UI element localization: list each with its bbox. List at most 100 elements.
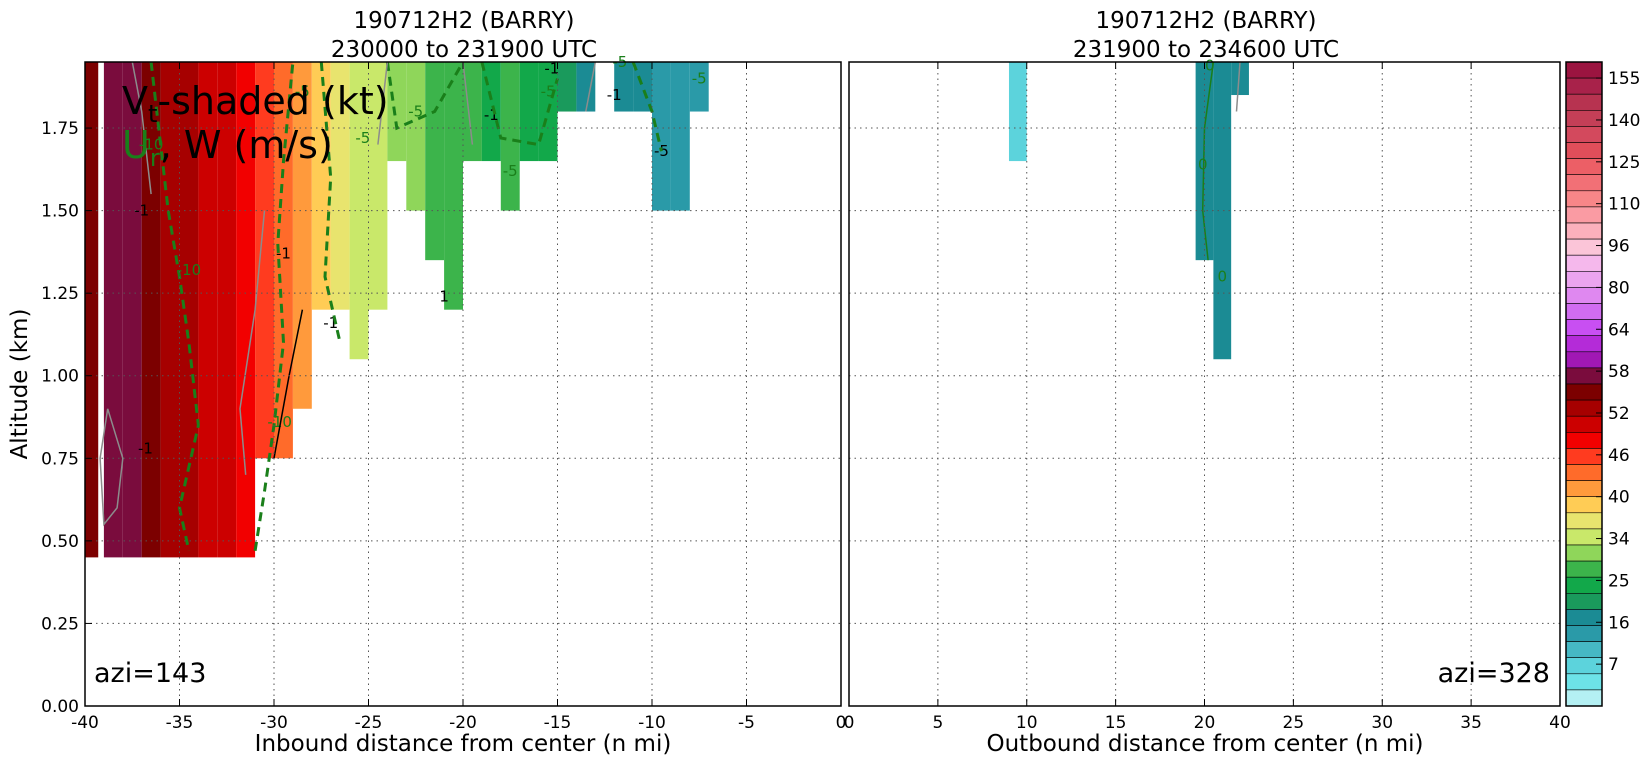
colorbar-tick-label-10: 40 [1608,488,1630,508]
left-shaded-column-3 [141,62,161,558]
colorbar-bin-35 [1565,625,1603,642]
right-xtick-label-2: 10 [1016,713,1038,733]
colorbar-bin-0 [1565,61,1603,79]
left-shaded-column-21 [481,62,501,162]
colorbar-bin-19 [1565,367,1603,385]
right-shading [1008,62,1249,360]
left-xtick-label-3: -25 [355,713,383,733]
left-xtick-label-2: -30 [260,713,288,733]
colorbar-bin-23 [1565,431,1603,449]
colorbar-bin-16 [1565,319,1603,337]
colorbar-bin-20 [1565,383,1603,401]
left-shaded-column-7 [217,62,237,558]
colorbar-bin-9 [1565,206,1603,224]
colorbar-bin-4 [1565,126,1603,143]
colorbar-tick-label-8: 52 [1608,404,1630,424]
left-shaded-column-23 [519,62,539,162]
left-shaded-column-22 [500,62,520,211]
colorbar-bin-3 [1565,110,1603,127]
colorbar-bin-1 [1565,77,1603,95]
colorbar-bin-8 [1565,190,1603,208]
right-xtick-label-6: 30 [1371,713,1393,733]
right-shaded-column-0 [1008,62,1027,162]
colorbar-tick-label-6: 64 [1608,320,1630,340]
right-title-line1: 190712H2 (BARRY) [1095,8,1316,34]
colorbar-tick-label-1: 140 [1608,111,1640,131]
left-w-contour-3 [377,61,389,145]
legend-v-rest: -shaded (kt) [157,79,388,123]
left-shaded-column-0 [85,62,99,558]
colorbar-bin-10 [1565,222,1603,240]
left-shaded-column-2 [122,62,142,558]
left-contour-label-2: -10 [177,261,202,279]
colorbar-bin-12 [1565,254,1603,272]
left-shaded-column-8 [236,62,256,558]
left-shaded-column-9 [255,62,274,459]
left-contour-label-1: -1 [134,202,149,220]
colorbar-bin-6 [1565,158,1603,176]
colorbar-bin-7 [1565,174,1603,192]
left-y-ticks: 0.00 0.25 0.50 0.75 1.00 1.25 1.50 1.75 [41,119,92,717]
colorbar-bin-39 [1565,689,1603,707]
right-xtick-label-5: 25 [1283,713,1305,733]
right-contour-label-2: 0 [1205,56,1215,74]
right-xtick-label-3: 15 [1105,713,1127,733]
left-x-axis-label: Inbound distance from center (n mi) [255,731,672,757]
colorbar-bin-21 [1565,399,1603,417]
left-title-line2: 230000 to 231900 UTC [331,37,597,63]
left-w-contour-2 [239,210,266,475]
left-shaded-column-11 [292,62,312,409]
left-shaded-column-14 [349,62,369,360]
ytick-label-3: 0.75 [41,449,79,469]
left-shaded-column-15 [368,62,388,310]
legend-v: V [122,79,148,123]
colorbar: 155 140 125 110 96 80 64 58 52 46 40 34 25 16 7 [1565,61,1640,707]
colorbar-tick-label-7: 58 [1608,362,1630,382]
left-ur-contour-3 [385,61,465,131]
colorbar-bin-28 [1565,512,1603,530]
left-shaded-column-28 [633,62,652,112]
left-contours: -10-1-10-1-1-10-1-5-5-5 -1-5-5-1-1-5-5-51 [99,53,707,552]
ytick-label-7: 1.75 [41,119,79,139]
left-shaded-column-1 [103,62,123,558]
left-shaded-column-10 [274,62,293,459]
outbound-panel: 190712H2 (BARRY) 231900 to 234600 UTC 0 0… [844,8,1571,757]
left-shaded-column-30 [670,62,690,211]
left-xtick-label-7: -5 [738,713,755,733]
left-shaded-column-13 [330,62,350,310]
right-title-line2: 231900 to 234600 UTC [1073,37,1339,63]
left-contour-label-9: -5 [408,103,423,121]
right-xtick-label-7: 35 [1460,713,1482,733]
left-title-line1: 190712H2 (BARRY) [353,8,574,34]
left-shaded-column-5 [179,62,199,558]
colorbar-bin-26 [1565,480,1603,498]
left-contour-label-8: -5 [355,129,370,147]
left-w-contour-1 [131,61,152,195]
right-contour-label-1: 0 [1218,268,1228,286]
right-xtick-label-0: 0 [844,713,855,733]
colorbar-bin-15 [1565,303,1603,320]
colorbar-tick-label-11: 34 [1608,530,1630,550]
right-ur-contour-0 [1201,61,1215,261]
colorbar-bin-38 [1565,673,1603,691]
svg-text:Ur, W (m/s): Ur, W (m/s) [122,123,333,172]
left-contour-label-6: -1 [138,439,153,457]
left-shaded-column-20 [463,62,482,162]
colorbar-bin-36 [1565,641,1603,658]
left-ur-contour-4 [480,61,559,147]
left-contour-label-14: -1 [607,86,622,104]
left-xtick-label-5: -15 [544,713,572,733]
colorbar-tick-label-13: 16 [1608,613,1630,633]
right-w-contour-0 [1235,61,1241,112]
left-ur-contour-0 [149,61,200,552]
left-x-ticks: -40 -35 -30 -25 -20 -15 -10 -5 0 [71,62,846,733]
colorbar-bin-29 [1565,528,1603,546]
left-contour-label-13: -1 [544,60,559,78]
colorbar-bin-14 [1565,287,1603,304]
legend-u: U [122,123,150,167]
colorbar-frame [1565,61,1603,707]
left-shaded-column-27 [614,62,634,112]
colorbar-tick-label-4: 96 [1608,237,1630,257]
colorbar-bin-25 [1565,464,1603,481]
colorbar-bin-11 [1565,238,1603,256]
